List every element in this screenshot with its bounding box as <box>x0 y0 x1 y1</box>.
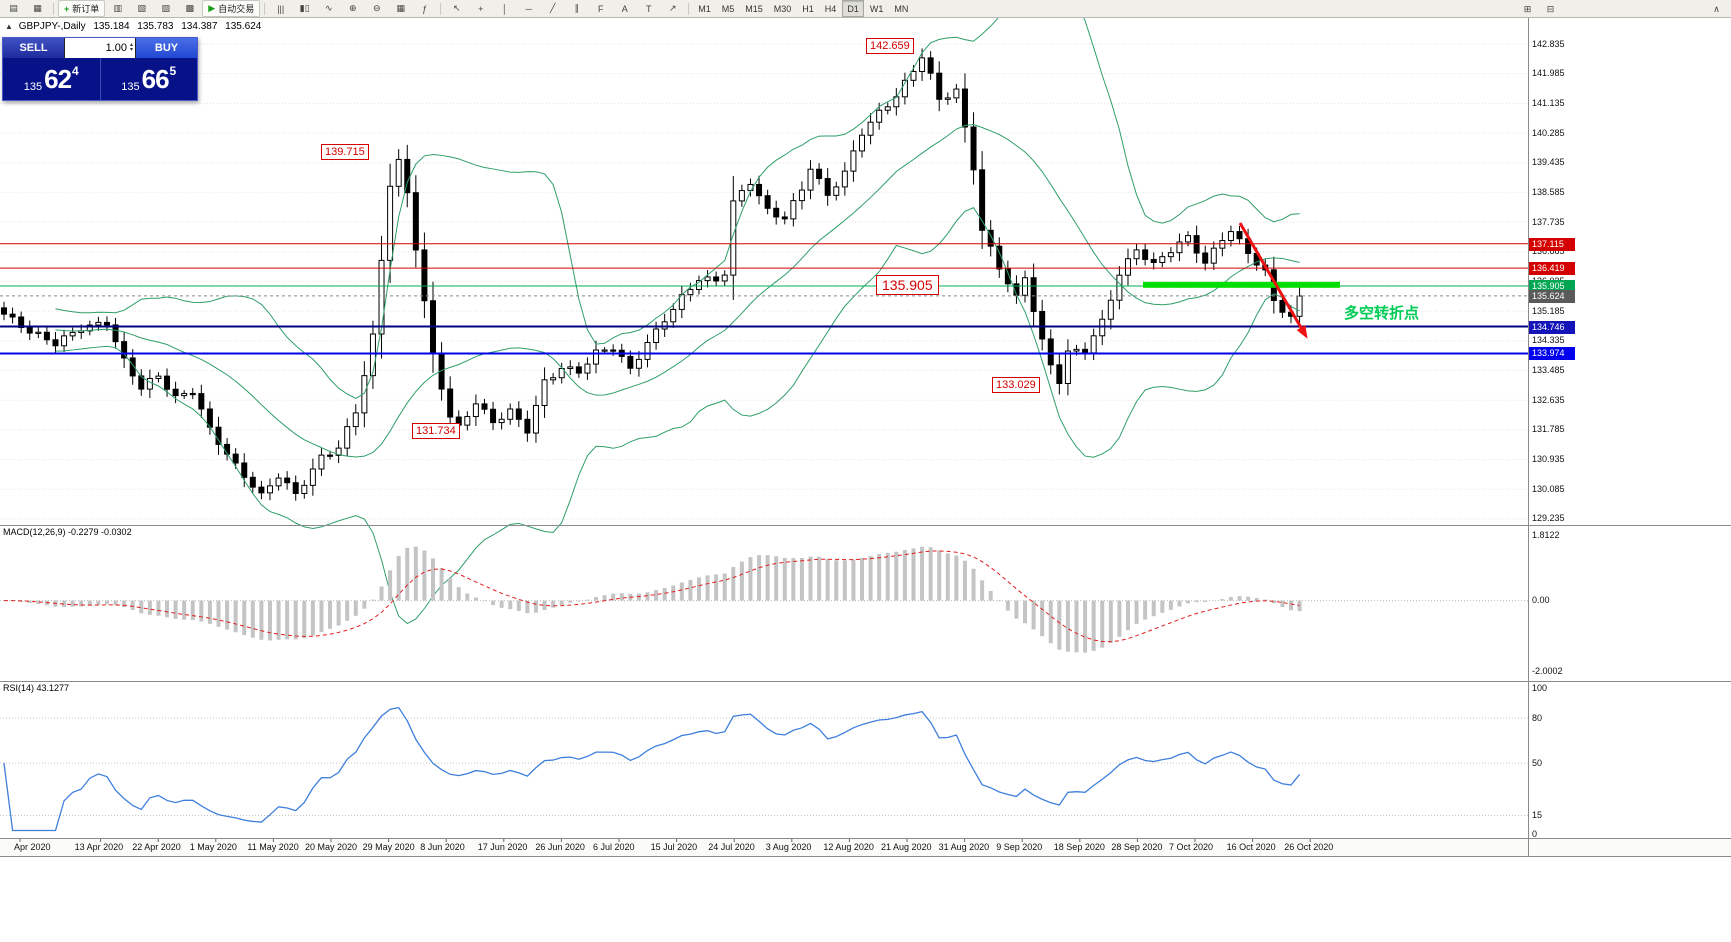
toolbar-separator <box>440 2 442 15</box>
new-order-button[interactable]: + 新订单 <box>58 0 106 17</box>
vertical-line-icon[interactable]: │ <box>501 3 508 14</box>
cursor-icon[interactable]: ↖ <box>452 3 461 13</box>
candlestick-series <box>1 48 1303 501</box>
one-click-trading-panel[interactable]: SELL 1.00 ▴ ▾ BUY 135 62 4 135 66 5 <box>2 37 198 101</box>
zoom-in-icon[interactable]: ⊕ <box>348 3 357 13</box>
ohlc-high: 135.783 <box>137 21 174 32</box>
profiles-icon[interactable]: ▦ <box>33 3 42 13</box>
new-window-icon[interactable]: ⊞ <box>1523 4 1532 14</box>
buy-price-pip: 5 <box>169 64 177 78</box>
sell-button[interactable]: SELL <box>3 38 64 58</box>
macd-signal-line <box>3 550 1300 643</box>
rsi-level-lines <box>0 717 1528 816</box>
ohlc-open: 135.184 <box>93 21 130 32</box>
tile-windows-icon[interactable]: ▦ <box>396 3 405 13</box>
auto-trading-button[interactable]: ▶ 自动交易 <box>202 0 261 17</box>
horizontal-line-icon[interactable]: ─ <box>525 3 532 14</box>
pane-separators <box>0 18 1731 857</box>
new-chart-icon[interactable]: ▤ <box>9 3 18 13</box>
crosshair-icon[interactable]: + <box>478 3 484 14</box>
spinner-up-icon[interactable]: ▴ <box>129 42 133 48</box>
timeframe-m30-button[interactable]: M30 <box>773 3 792 14</box>
date-axis[interactable] <box>0 839 1731 856</box>
trend-arrow[interactable] <box>1238 222 1308 339</box>
macd-label: MACD(12,26,9) -0.2279 -0.0302 <box>3 527 132 537</box>
main-toolbar: ▤ ▦ + 新订单 ▥ ▧ ▨ ▩ ▶ 自动交易 ||| ▮▯ ∿ ⊕ ⊖ ▦ ƒ ↖ + │ ─ ╱ ∥ F A T ↗ M1 M5 M… <box>0 0 1731 18</box>
buy-price-prefix: 135 <box>121 81 140 93</box>
fibonacci-icon[interactable]: F <box>597 3 604 14</box>
terminal-icon[interactable]: ▩ <box>185 3 195 13</box>
sell-price-pip: 4 <box>72 64 79 78</box>
play-icon: ▶ <box>208 3 216 13</box>
timeframe-m1-button[interactable]: M1 <box>698 3 711 14</box>
volume-spinner[interactable]: ▴ ▾ <box>129 42 133 53</box>
sell-price-prefix: 135 <box>23 81 43 93</box>
buy-button[interactable]: BUY <box>136 38 197 58</box>
timeframe-h4-button[interactable]: H4 <box>824 3 837 14</box>
timeframe-h1-button[interactable]: H1 <box>802 3 814 14</box>
volume-input[interactable]: 1.00 ▴ ▾ <box>64 38 136 58</box>
spinner-down-icon[interactable]: ▾ <box>129 47 133 53</box>
plus-icon: + <box>64 3 70 14</box>
toolbar-separator <box>53 2 54 15</box>
rsi-label: RSI(14) 43.1277 <box>3 683 70 693</box>
timeframe-mn-button[interactable]: MN <box>894 3 909 14</box>
price-divider <box>99 58 101 100</box>
sell-price-display[interactable]: 135 62 4 <box>3 58 100 100</box>
timeframe-m5-button[interactable]: M5 <box>721 3 735 14</box>
navigator-icon[interactable]: ▨ <box>161 3 171 13</box>
label-icon[interactable]: T <box>645 3 652 14</box>
ohlc-close: 135.624 <box>225 21 262 32</box>
rsi-line <box>3 706 1301 832</box>
window-list-icon[interactable]: ⊟ <box>1546 4 1555 14</box>
ohlc-low: 134.387 <box>181 21 218 32</box>
sell-price-main: 62 <box>44 63 72 94</box>
market-watch-icon[interactable]: ▥ <box>113 3 123 13</box>
text-icon[interactable]: A <box>621 3 628 14</box>
macd-histogram <box>10 546 1302 653</box>
arrow-tool-icon[interactable]: ↗ <box>668 3 677 13</box>
data-window-icon[interactable]: ▧ <box>137 3 147 13</box>
symbol-icon: ▲ <box>5 22 13 31</box>
timeframe-d1-button[interactable]: D1 <box>842 0 864 17</box>
candlestick-chart-icon[interactable]: ▮▯ <box>299 3 310 13</box>
volume-value: 1.00 <box>105 42 127 54</box>
channel-icon[interactable]: ∥ <box>574 3 579 13</box>
timeframe-m15-button[interactable]: M15 <box>745 3 763 14</box>
symbol-name: GBPJPY-,Daily <box>18 21 86 32</box>
toolbar-separator <box>264 2 266 15</box>
new-order-label: 新订单 <box>72 4 100 14</box>
trendline-icon[interactable]: ╱ <box>550 3 556 13</box>
toolbar-right-group: ⊞ ⊟ <box>1516 1 1562 18</box>
timeframe-w1-button[interactable]: W1 <box>869 3 884 14</box>
line-chart-icon[interactable]: ∿ <box>324 3 333 13</box>
highlight-level-segment[interactable] <box>1143 281 1340 288</box>
zoom-out-icon[interactable]: ⊖ <box>372 3 381 13</box>
indicators-icon[interactable]: ƒ <box>422 3 428 14</box>
symbol-header: ▲ GBPJPY-,Daily 135.184 135.783 134.387 … <box>5 21 266 32</box>
collapse-toolbar-icon[interactable]: ∧ <box>1713 4 1720 14</box>
trade-panel-prices: 135 62 4 135 66 5 <box>3 58 197 100</box>
auto-trading-label: 自动交易 <box>218 4 255 14</box>
bar-chart-icon[interactable]: ||| <box>277 3 285 14</box>
bollinger-bands <box>55 0 1300 625</box>
trade-panel-controls: SELL 1.00 ▴ ▾ BUY <box>3 38 197 58</box>
buy-price-display[interactable]: 135 66 5 <box>101 58 198 100</box>
buy-price-main: 66 <box>141 63 170 94</box>
toolbar-buttons: ▤ ▦ + 新订单 ▥ ▧ ▨ ▩ ▶ 自动交易 ||| ▮▯ ∿ ⊕ ⊖ ▦ ƒ ↖ + │ ─ ╱ ∥ F A T ↗ M1 M5 M… <box>2 0 913 17</box>
toolbar-separator <box>688 2 690 15</box>
